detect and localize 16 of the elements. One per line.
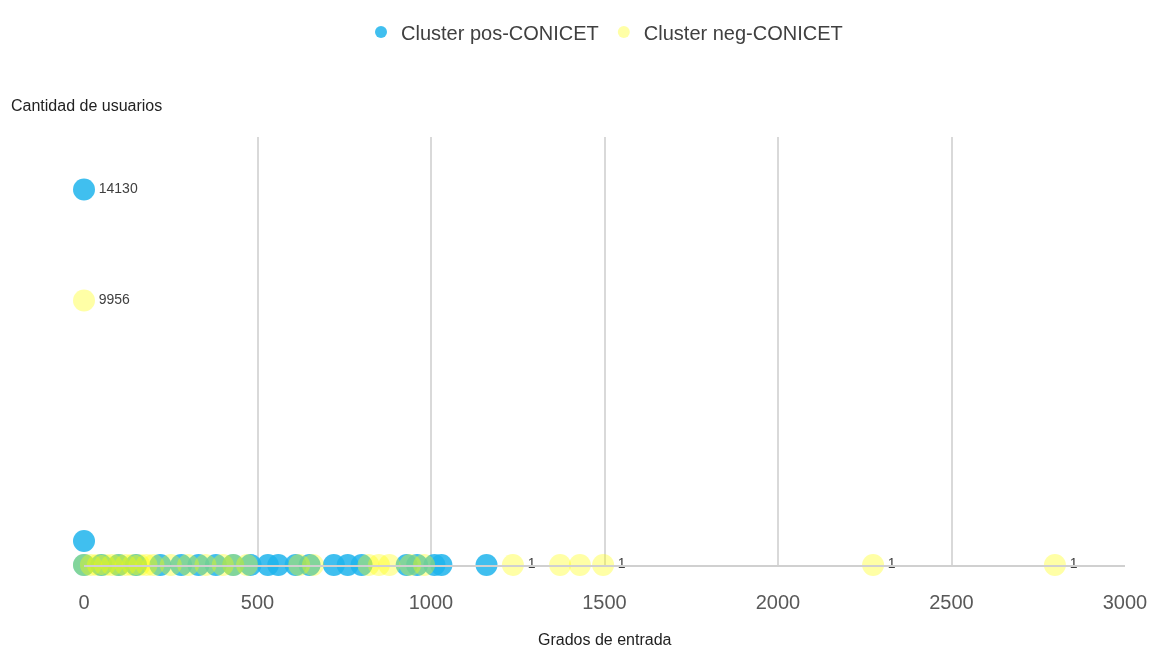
- x-tick-label: 1000: [408, 591, 454, 613]
- x-tick-label: 500: [240, 591, 275, 613]
- point: [73, 178, 95, 201]
- legend-label: Cluster pos-CONICET: [401, 21, 599, 44]
- y-axis-title: Cantidad de usuarios: [11, 97, 163, 114]
- x-tick-label: 2500: [929, 591, 974, 613]
- x-tick-label: 1500: [582, 591, 627, 613]
- x-tick-label: 3000: [1102, 591, 1148, 613]
- x-tick-label: 0: [78, 591, 90, 613]
- x-tick-label: 2000: [755, 591, 801, 613]
- legend-label: Cluster neg-CONICET: [643, 21, 843, 44]
- point: [73, 530, 95, 553]
- x-axis-title: Grados de entrada: [538, 631, 672, 648]
- data-label: 9956: [98, 290, 131, 307]
- point: [73, 289, 95, 312]
- data-label: 14130: [98, 180, 138, 197]
